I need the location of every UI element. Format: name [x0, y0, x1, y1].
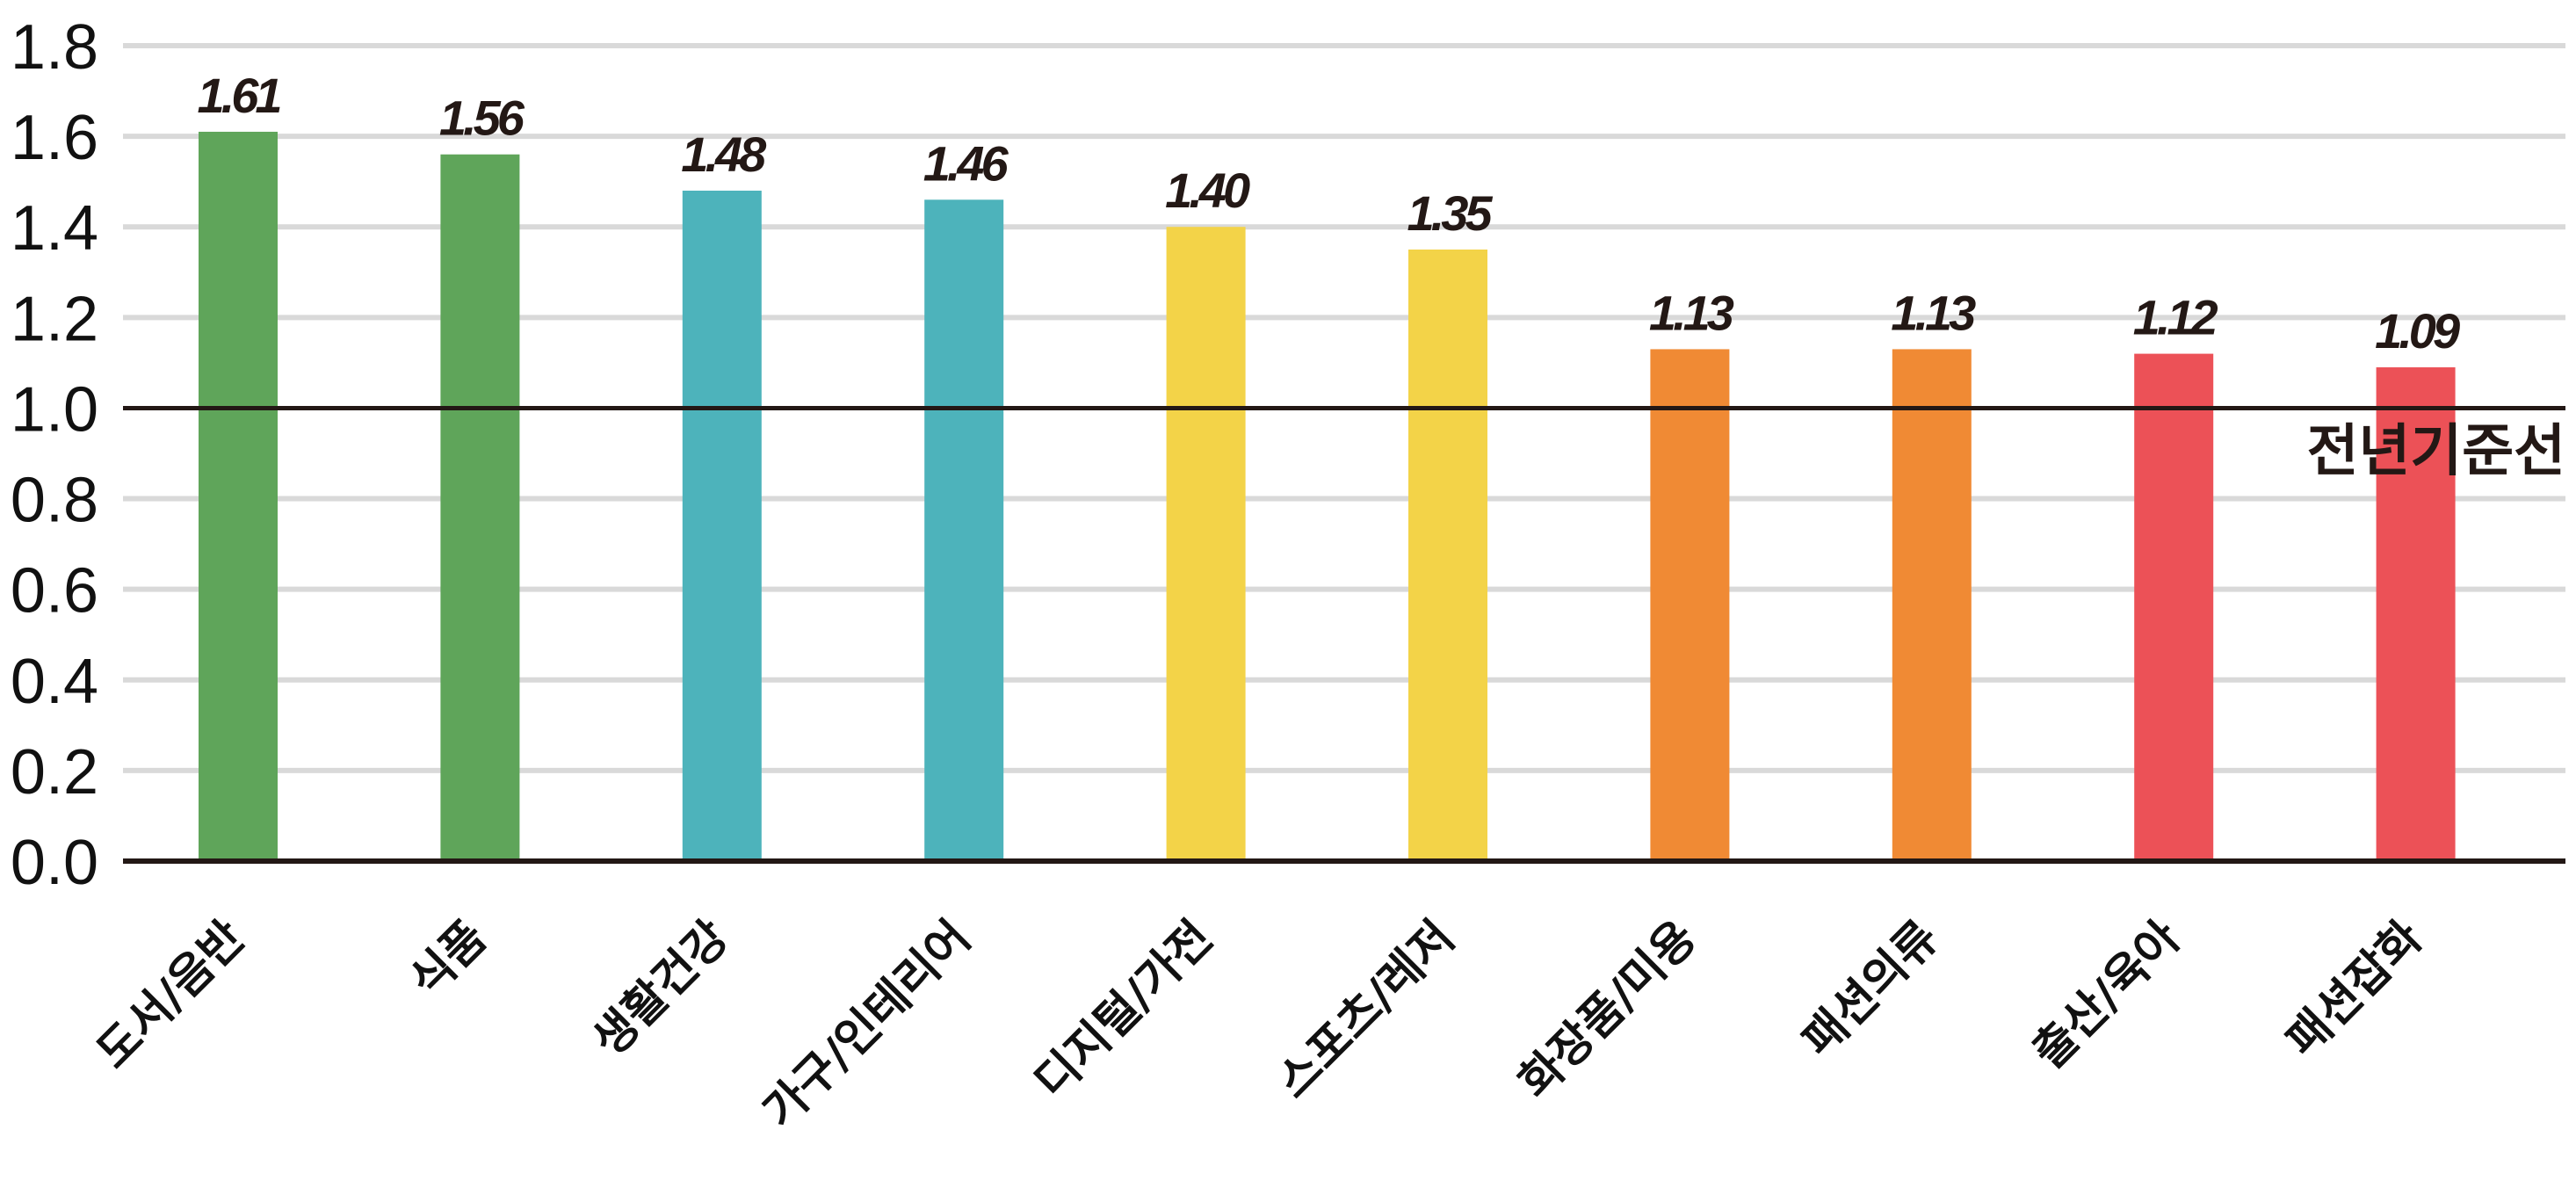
value-label: 1.12 [2133, 290, 2218, 345]
bar [682, 190, 762, 861]
value-label: 1.13 [1649, 285, 1734, 340]
category-label: 패션잡화 [2276, 911, 2433, 1068]
category-label: 가구/인테리어 [754, 911, 981, 1139]
bar [2134, 353, 2214, 862]
category-label: 디지털/가전 [1025, 911, 1223, 1109]
category-labels: 도서/음반 식품 생활건강 가구/인테리어 디지털/가전 스포츠/레저 화장품/미용 패션의류… [87, 911, 2433, 1139]
y-tick-label: 1.0 [11, 374, 98, 445]
value-label: 1.09 [2375, 303, 2460, 358]
bar [2376, 367, 2456, 861]
value-labels: 1.61 1.56 1.48 1.46 1.40 1.35 1.13 1.13 1.12 1.09 [198, 68, 2464, 358]
y-tick-label: 1.2 [11, 284, 98, 354]
bar [1166, 227, 1246, 861]
value-label: 1.40 [1165, 163, 1250, 218]
value-label: 1.46 [923, 135, 1009, 191]
bar [1408, 250, 1487, 861]
category-label: 화장품/미용 [1509, 911, 1707, 1109]
category-label: 생활건강 [582, 911, 739, 1068]
grid-lines [123, 43, 2565, 773]
value-label: 1.48 [681, 127, 767, 182]
y-tick-label: 0.6 [11, 556, 98, 626]
category-label: 스포츠/레저 [1267, 911, 1465, 1109]
value-label: 1.13 [1891, 285, 1976, 340]
y-tick-label: 1.4 [11, 193, 98, 264]
y-tick-label: 0.8 [11, 466, 98, 536]
value-label: 1.61 [198, 68, 281, 123]
category-label: 식품 [401, 911, 497, 1008]
value-label: 1.56 [439, 91, 525, 146]
bar [440, 154, 520, 861]
y-tick-label: 0.0 [11, 828, 98, 898]
category-label: 도서/음반 [87, 911, 255, 1079]
y-axis-tick-labels: 0.0 0.2 0.4 0.6 0.8 1.0 1.2 1.4 1.6 1.8 [11, 12, 98, 898]
axes [123, 405, 2565, 864]
y-tick-label: 1.8 [11, 12, 98, 83]
bar [1892, 349, 1972, 861]
value-label: 1.35 [1407, 185, 1494, 241]
bar [199, 131, 278, 861]
y-tick-label: 0.2 [11, 737, 98, 808]
reference-line-label: 전년기준선 [2307, 419, 2565, 484]
category-label: 출산/육아 [2022, 911, 2190, 1079]
y-tick-label: 0.4 [11, 647, 98, 717]
y-tick-label: 1.6 [11, 103, 98, 173]
category-label: 패션의류 [1792, 911, 1949, 1068]
bar [924, 199, 1004, 862]
bars [199, 131, 2456, 862]
bar [1650, 349, 1730, 861]
